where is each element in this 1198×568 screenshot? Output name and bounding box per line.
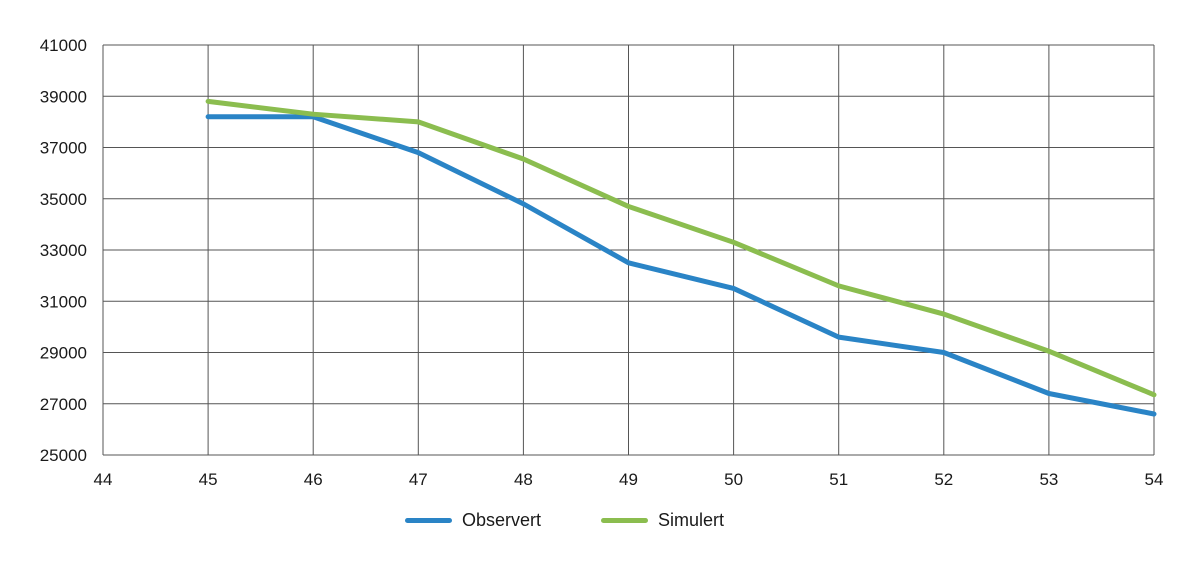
series-line-simulert [205,98,1157,398]
x-tick-label: 46 [304,470,323,489]
x-tick-label: 45 [199,470,218,489]
x-tick-label: 49 [619,470,638,489]
x-tick-label: 48 [514,470,533,489]
y-tick-label: 35000 [40,190,87,209]
legend-item-observert[interactable]: Observert [405,510,541,531]
y-tick-label: 29000 [40,344,87,363]
y-tick-label: 39000 [40,87,87,106]
legend-label: Observert [462,510,542,530]
y-tick-label: 41000 [40,36,87,55]
y-tick-label: 25000 [40,446,87,465]
y-tick-label: 37000 [40,139,87,158]
data-series [205,98,1157,417]
x-tick-label: 52 [934,470,953,489]
x-axis-ticks: 44 45 46 47 48 49 50 51 52 53 54 [94,470,1164,489]
legend: Observert Simulert [405,510,724,531]
y-tick-label: 31000 [40,292,87,311]
x-tick-label: 53 [1039,470,1058,489]
y-tick-label: 27000 [40,395,87,414]
x-tick-label: 44 [94,470,113,489]
legend-swatch-observert [405,518,452,523]
x-tick-label: 50 [724,470,743,489]
x-tick-label: 54 [1145,470,1164,489]
x-tick-label: 47 [409,470,428,489]
legend-item-simulert[interactable]: Simulert [601,510,724,531]
legend-label: Simulert [658,510,725,530]
series-line-observert [205,114,1157,417]
legend-swatch-simulert [601,518,649,523]
y-tick-label: 33000 [40,241,87,260]
x-tick-label: 51 [829,470,848,489]
y-axis-ticks: 25000 27000 29000 31000 33000 35000 37000 39000… [40,36,87,465]
